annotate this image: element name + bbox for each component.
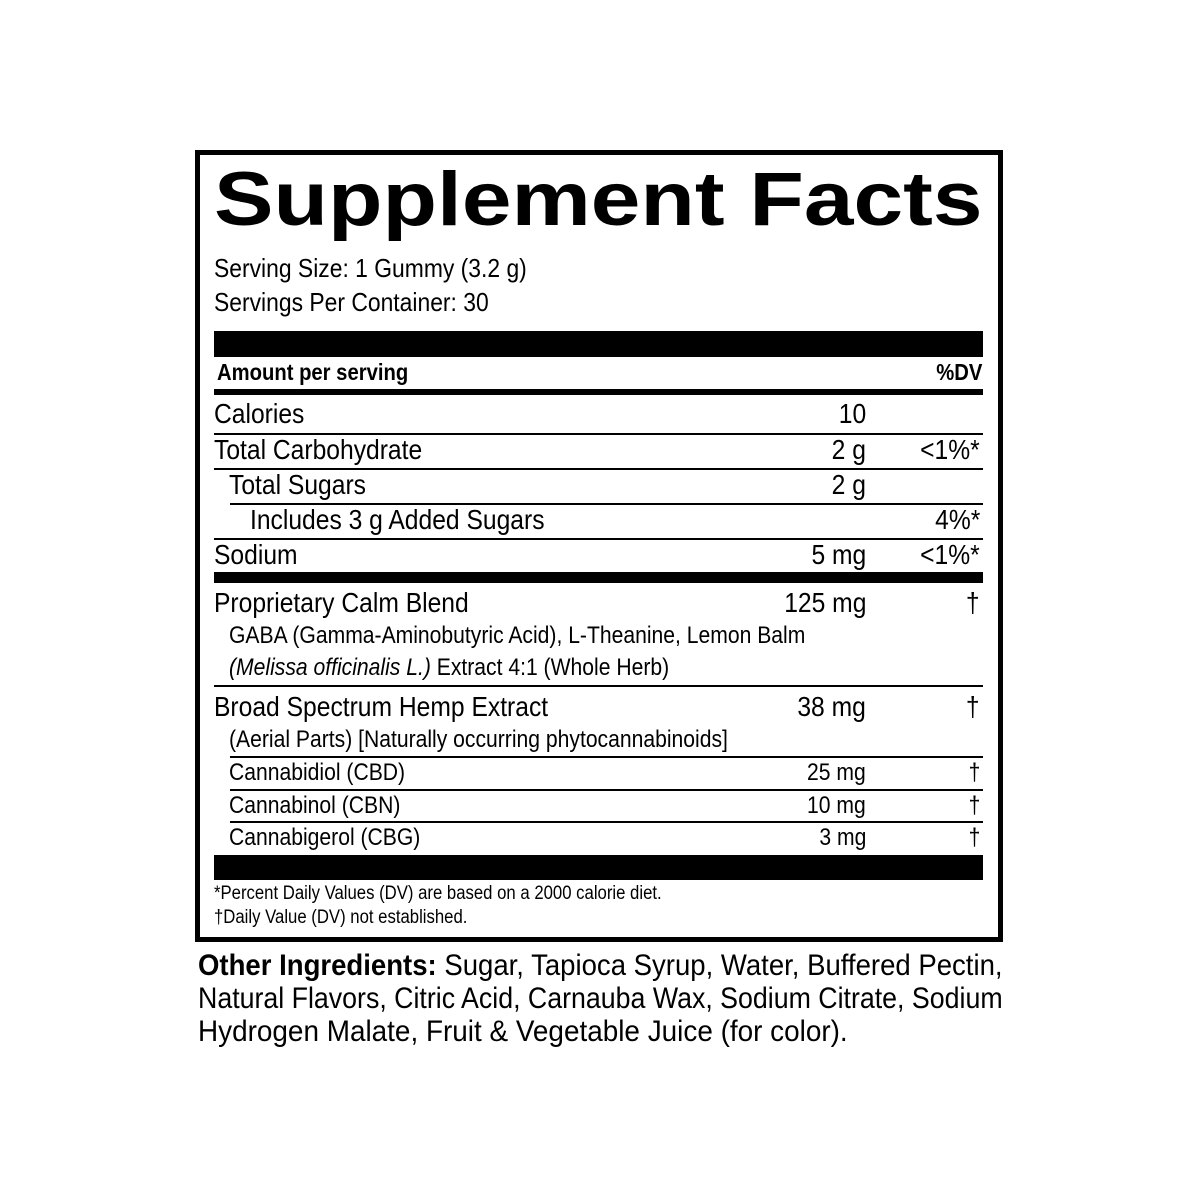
blend-description: GABA (Gamma-Aminobutyric Acid), L-Theani… [229,622,806,649]
nutrient-amount: 2 g [831,469,866,500]
other-ingredients-text: Sugar, Tapioca Syrup, Water, Buffered Pe… [436,949,1003,982]
nutrient-name: Includes 3 g Added Sugars [250,504,545,535]
nutrient-dv: 4%* [934,504,980,535]
divider [214,685,983,687]
cannabinoid-name: Cannabinol (CBN) [229,792,401,819]
other-ingredients-label: Other Ingredients: [198,949,437,982]
nutrient-name: Total Carbohydrate [214,434,423,465]
hemp-amount: 38 mg [797,691,866,722]
nutrient-amount: 5 mg [811,539,866,570]
hemp-dv: † [966,691,980,722]
divider [230,789,983,791]
footnote-dagger: †Daily Value (DV) not established. [214,907,468,928]
thick-divider [214,331,983,357]
divider [230,821,983,823]
divider [214,389,983,395]
hemp-name: Broad Spectrum Hemp Extract [214,691,549,722]
cannabinoid-name: Cannabigerol (CBG) [229,824,421,851]
divider [214,538,983,540]
blend-dv: † [966,587,980,618]
blend-description-2: (Melissa officinalis L.) Extract 4:1 (Wh… [229,656,669,680]
nutrient-dv: <1%* [920,539,980,570]
cannabinoid-dv: † [968,759,980,786]
nutrient-name: Sodium [214,539,298,570]
nutrient-name: Calories [214,398,305,429]
servings-per-container: Servings Per Container: 30 [214,287,489,317]
serving-size: Serving Size: 1 Gummy (3.2 g) [214,253,527,283]
supplement-facts-panel [195,150,1003,942]
other-ingredients-line: Hydrogen Malate, Fruit & Vegetable Juice… [198,1015,848,1048]
blend-amount: 125 mg [783,587,866,618]
amount-header: Amount per serving [217,359,409,385]
divider [214,468,983,470]
blend-extract: Extract 4:1 (Whole Herb) [430,654,670,681]
botanical-name: (Melissa officinalis L.) [229,654,431,681]
other-ingredients-line: Natural Flavors, Citric Acid, Carnauba W… [198,982,1003,1015]
blend-name: Proprietary Calm Blend [214,587,469,618]
cannabinoid-amount: 10 mg [807,792,866,819]
divider [214,572,983,583]
nutrient-name: Total Sugars [229,469,366,500]
cannabinoid-name: Cannabidiol (CBD) [229,759,406,786]
hemp-description: (Aerial Parts) [Naturally occurring phyt… [229,726,728,753]
cannabinoid-dv: † [968,824,980,851]
cannabinoid-amount: 25 mg [807,759,866,786]
nutrient-amount: 2 g [831,434,866,465]
other-ingredients-line: Other Ingredients: Sugar, Tapioca Syrup,… [198,951,1003,981]
divider [230,503,983,505]
divider [214,433,983,435]
cannabinoid-amount: 3 mg [819,824,866,851]
dv-header: %DV [935,359,982,385]
nutrient-dv: <1%* [920,434,980,465]
thick-divider [214,855,983,880]
panel-title: Supplement Facts [214,157,983,242]
divider [230,756,983,758]
nutrient-amount: 10 [838,398,866,429]
footnote-dv: *Percent Daily Values (DV) are based on … [214,883,662,904]
cannabinoid-dv: † [968,792,980,819]
